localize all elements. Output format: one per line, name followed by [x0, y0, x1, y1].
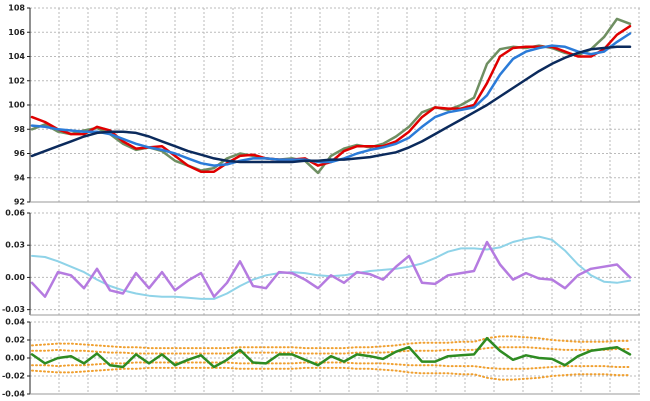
series-line — [31, 346, 631, 355]
series-line — [31, 335, 631, 350]
y-tick-label: -0.02 — [2, 372, 25, 381]
series-line — [30, 240, 632, 298]
series-line — [30, 336, 632, 369]
y-tick-label: 100 — [8, 101, 25, 110]
y-tick-label: 0.02 — [5, 336, 25, 345]
y-tick-label: 92 — [14, 198, 25, 207]
series-line — [30, 32, 632, 167]
y-tick-label: 96 — [14, 149, 26, 158]
series-line — [30, 17, 632, 175]
y-tick-label: -0.03 — [2, 305, 25, 314]
y-tick-label: 108 — [8, 4, 25, 13]
y-tick-label: 98 — [14, 125, 26, 134]
y-tick-label: 0.04 — [5, 318, 25, 327]
y-tick-label: 0.00 — [5, 354, 25, 363]
series-line — [30, 45, 632, 164]
series-line — [31, 361, 631, 370]
y-tick-label: 102 — [8, 76, 25, 85]
y-tick-label: 104 — [8, 52, 25, 61]
y-tick-label: 94 — [14, 173, 26, 182]
y-tick-label: 0.00 — [5, 273, 25, 282]
y-tick-label: 0.03 — [5, 241, 25, 250]
y-tick-label: -0.04 — [2, 390, 25, 399]
series-line — [31, 235, 631, 300]
y-tick-label: 0.06 — [5, 209, 25, 218]
series-line — [31, 366, 631, 381]
y-tick-label: 106 — [8, 28, 25, 37]
